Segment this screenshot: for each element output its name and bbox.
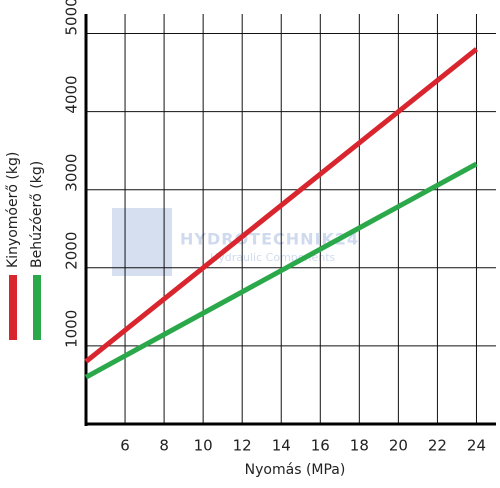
x-tick-label: 8: [159, 437, 169, 455]
legend-swatch: [33, 275, 41, 340]
watermark-title: HYDROTECHNIK24: [180, 230, 359, 249]
x-tick-label: 16: [311, 437, 330, 455]
legend-swatch: [9, 275, 17, 340]
x-tick-label: 22: [428, 437, 447, 455]
x-tick-label: 6: [120, 437, 130, 455]
y-tick-label: 5000: [63, 0, 81, 36]
x-tick-label: 18: [350, 437, 369, 455]
x-tick-label: 10: [194, 437, 213, 455]
series-line: [84, 47, 479, 364]
y-tick-label: 2000: [63, 232, 81, 270]
x-tick-label: 14: [272, 437, 291, 455]
y-tick-label: 3000: [63, 154, 81, 192]
legend-label: Behúzóerő (kg): [29, 161, 45, 268]
x-axis-label: Nyomás (MPa): [245, 462, 346, 478]
legend-label: Kinyomóerő (kg): [5, 152, 21, 268]
watermark-logo: [112, 208, 172, 276]
y-tick-label: 1000: [63, 310, 81, 348]
x-tick-label: 24: [467, 437, 486, 455]
x-tick-label: 20: [389, 437, 408, 455]
y-tick-label: 4000: [63, 75, 81, 113]
x-tick-label: 12: [233, 437, 252, 455]
series-line: [84, 161, 478, 380]
